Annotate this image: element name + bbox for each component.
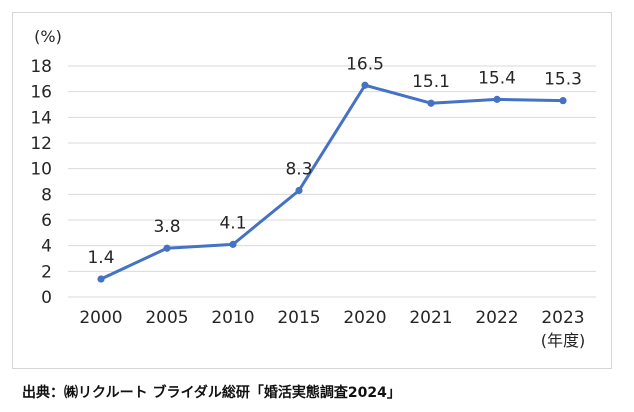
chart-frame: [12, 12, 612, 369]
data-label: 16.5: [346, 54, 384, 74]
x-tick-label: 2021: [409, 308, 452, 328]
source-citation: 出典：㈱リクルート ブライダル総研「婚活実態調査2024」: [22, 385, 401, 401]
data-point: [97, 275, 105, 283]
data-point: [163, 244, 171, 252]
data-point: [229, 240, 237, 248]
data-point: [361, 81, 369, 89]
data-label: 4.1: [219, 213, 246, 233]
x-tick-label: 2010: [211, 308, 254, 328]
data-label: 3.8: [153, 217, 180, 237]
y-tick-label: 18: [30, 57, 52, 77]
y-unit-label: (%): [34, 27, 62, 46]
y-tick-label: 12: [30, 134, 52, 154]
data-point: [559, 97, 567, 105]
data-point: [493, 95, 501, 103]
x-tick-label: 2022: [475, 308, 518, 328]
y-tick-label: 6: [41, 211, 52, 231]
data-label: 15.3: [544, 70, 582, 90]
x-tick-label: 2020: [343, 308, 386, 328]
data-label: 1.4: [87, 248, 114, 268]
data-point: [295, 186, 303, 195]
y-tick-label: 2: [41, 262, 52, 282]
y-tick-label: 8: [41, 185, 52, 205]
data-label: 15.1: [412, 72, 450, 92]
series-line: [100, 83, 564, 281]
x-tick-label: 2000: [79, 308, 122, 328]
y-tick-label: 0: [41, 288, 52, 308]
y-tick-label: 16: [30, 83, 52, 103]
y-tick-label: 14: [30, 108, 52, 128]
x-tick-label: 2023: [541, 308, 584, 328]
x-tick-label: 2005: [145, 308, 188, 328]
data-point: [427, 99, 435, 107]
x-unit-label: (年度): [541, 331, 586, 350]
data-label: 15.4: [478, 68, 516, 88]
data-label: 8.3: [285, 159, 312, 179]
x-tick-label: 2015: [277, 308, 320, 328]
y-tick-label: 10: [30, 160, 52, 180]
y-tick-label: 4: [41, 237, 52, 257]
